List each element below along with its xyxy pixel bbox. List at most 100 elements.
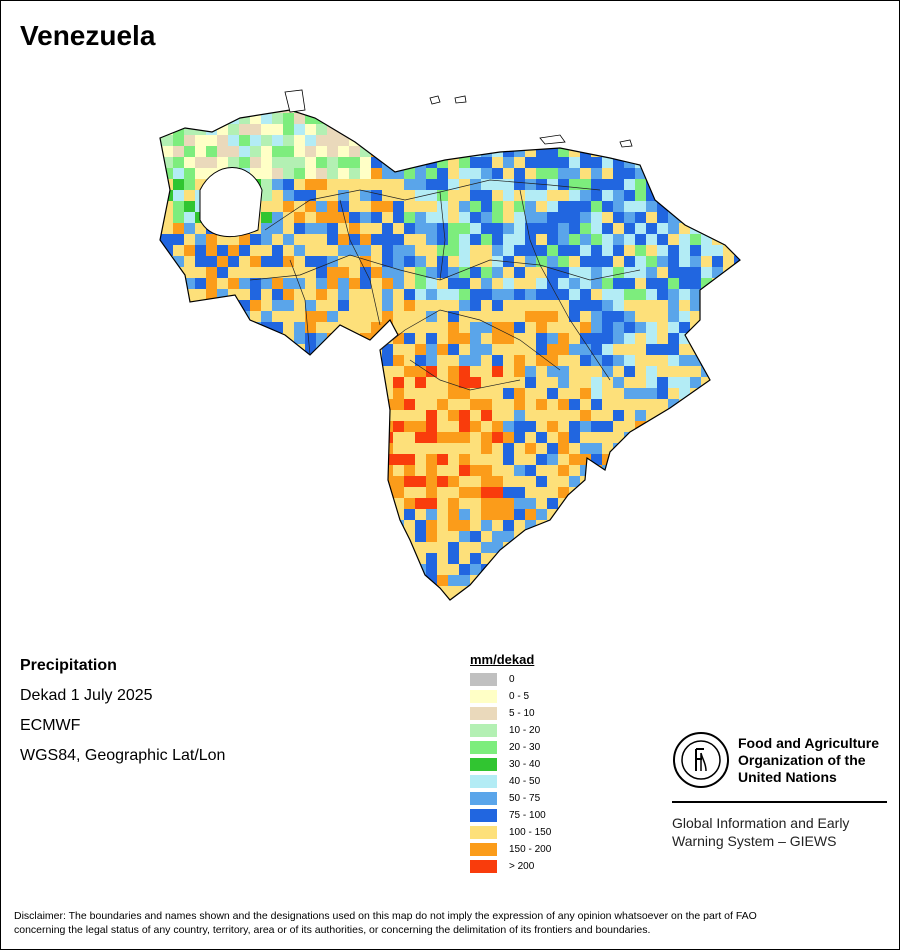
grid-cell <box>250 432 261 443</box>
grid-cell <box>613 245 624 256</box>
grid-cell <box>404 157 415 168</box>
grid-cell <box>217 608 228 610</box>
grid-cell <box>272 575 283 586</box>
grid-cell <box>173 322 184 333</box>
grid-cell <box>239 267 250 278</box>
grid-cell <box>140 553 151 564</box>
grid-cell <box>635 135 646 146</box>
grid-cell <box>228 135 239 146</box>
grid-cell <box>283 586 294 597</box>
grid-cell <box>371 113 382 124</box>
grid-cell <box>635 223 646 234</box>
grid-cell <box>492 212 503 223</box>
grid-cell <box>239 278 250 289</box>
grid-cell <box>591 124 602 135</box>
grid-cell <box>404 168 415 179</box>
grid-cell <box>569 256 580 267</box>
grid-cell <box>459 366 470 377</box>
grid-cell <box>195 608 206 610</box>
grid-cell <box>657 608 668 610</box>
grid-cell <box>217 531 228 542</box>
grid-cell <box>734 344 740 355</box>
grid-cell <box>393 355 404 366</box>
grid-cell <box>745 102 756 113</box>
giews-line2: Warning System – GIEWS <box>672 833 837 849</box>
grid-cell <box>327 498 338 509</box>
grid-cell <box>657 586 668 597</box>
grid-cell <box>327 110 338 113</box>
grid-cell <box>734 553 740 564</box>
grid-cell <box>160 322 162 333</box>
grid-cell <box>613 410 624 421</box>
grid-cell <box>327 410 338 421</box>
legend-label: 100 - 150 <box>509 827 552 838</box>
grid-cell <box>393 432 404 443</box>
grid-cell <box>206 377 217 388</box>
grid-cell <box>569 267 580 278</box>
grid-cell <box>195 542 206 553</box>
grid-cell <box>536 608 547 610</box>
grid-cell <box>393 487 404 498</box>
grid-cell <box>404 311 415 322</box>
grid-cell <box>536 289 547 300</box>
grid-cell <box>613 168 624 179</box>
grid-cell <box>679 465 690 476</box>
grid-cell <box>756 520 760 531</box>
grid-cell <box>690 410 701 421</box>
grid-cell <box>657 476 668 487</box>
grid-cell <box>756 157 760 168</box>
grid-cell <box>294 421 305 432</box>
grid-cell <box>591 454 602 465</box>
grid-cell <box>162 201 173 212</box>
grid-cell <box>294 300 305 311</box>
grid-cell <box>228 421 239 432</box>
grid-cell <box>481 443 492 454</box>
grid-cell <box>723 454 734 465</box>
grid-cell <box>613 289 624 300</box>
grid-cell <box>712 300 723 311</box>
grid-cell <box>206 366 217 377</box>
grid-cell <box>591 542 602 553</box>
grid-cell <box>272 300 283 311</box>
fao-name-line3: United Nations <box>738 769 837 785</box>
grid-cell <box>690 110 701 113</box>
grid-cell <box>160 432 162 443</box>
grid-cell <box>349 454 360 465</box>
grid-cell <box>602 278 613 289</box>
grid-cell <box>261 586 272 597</box>
grid-cell <box>569 344 580 355</box>
grid-cell <box>756 212 760 223</box>
grid-cell <box>448 498 459 509</box>
grid-cell <box>580 355 591 366</box>
grid-cell <box>745 223 756 234</box>
grid-cell <box>294 597 305 600</box>
grid-cell <box>536 256 547 267</box>
grid-cell <box>646 289 657 300</box>
grid-cell <box>239 575 250 586</box>
grid-cell <box>305 110 316 113</box>
grid-cell <box>316 564 327 575</box>
grid-cell <box>338 300 349 311</box>
grid-cell <box>569 366 580 377</box>
grid-cell <box>470 432 481 443</box>
grid-cell <box>228 520 239 531</box>
grid-cell <box>448 300 459 311</box>
grid-cell <box>239 377 250 388</box>
grid-cell <box>371 124 382 135</box>
grid-cell <box>635 234 646 245</box>
grid-cell <box>723 542 734 553</box>
grid-cell <box>283 476 294 487</box>
grid-cell <box>723 179 734 190</box>
grid-cell <box>426 300 437 311</box>
grid-cell <box>206 399 217 410</box>
grid-cell <box>668 509 679 520</box>
grid-cell <box>547 542 558 553</box>
grid-cell <box>591 212 602 223</box>
grid-cell <box>371 388 382 399</box>
grid-cell <box>679 168 690 179</box>
grid-cell <box>701 531 712 542</box>
grid-cell <box>745 399 756 410</box>
grid-cell <box>305 553 316 564</box>
grid-cell <box>162 399 173 410</box>
grid-cell <box>459 267 470 278</box>
